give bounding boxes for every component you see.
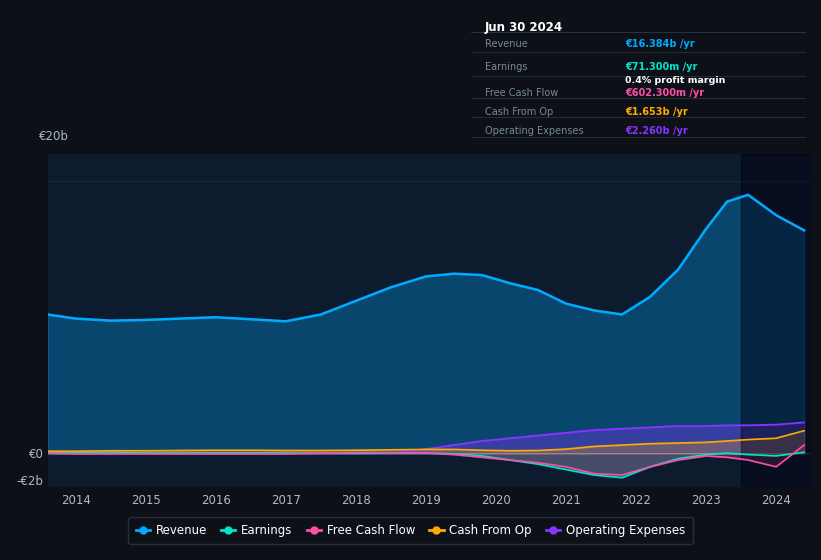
Text: €20b: €20b	[39, 130, 69, 143]
Text: €602.300m /yr: €602.300m /yr	[626, 88, 704, 98]
Legend: Revenue, Earnings, Free Cash Flow, Cash From Op, Operating Expenses: Revenue, Earnings, Free Cash Flow, Cash …	[128, 517, 693, 544]
Text: 0.4% profit margin: 0.4% profit margin	[626, 76, 726, 85]
Text: Revenue: Revenue	[484, 39, 527, 49]
Text: Operating Expenses: Operating Expenses	[484, 127, 583, 137]
Text: €71.300m /yr: €71.300m /yr	[626, 62, 698, 72]
Text: €1.653b /yr: €1.653b /yr	[626, 108, 688, 117]
Text: Cash From Op: Cash From Op	[484, 108, 553, 117]
Text: Jun 30 2024: Jun 30 2024	[484, 21, 562, 34]
Text: €2.260b /yr: €2.260b /yr	[626, 127, 688, 137]
Text: €16.384b /yr: €16.384b /yr	[626, 39, 695, 49]
Bar	[741, 154, 811, 487]
Text: Earnings: Earnings	[484, 62, 527, 72]
Text: Free Cash Flow: Free Cash Flow	[484, 88, 558, 98]
